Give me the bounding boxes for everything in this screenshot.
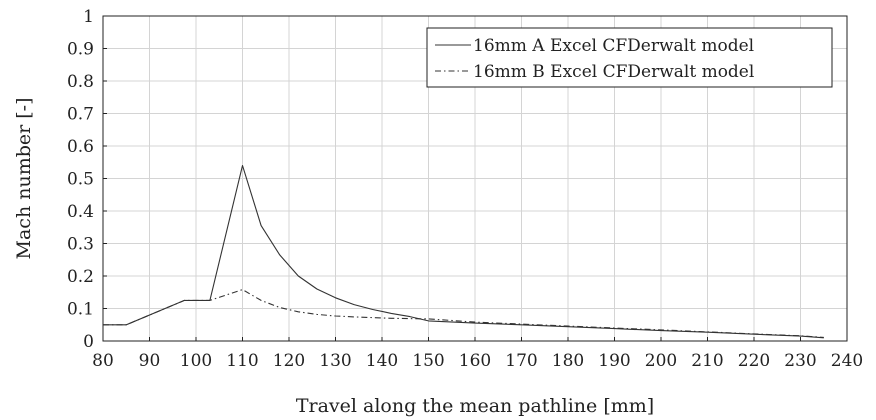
series-layer [103,164,824,339]
y-tick-label: 0.7 [67,105,94,125]
x-tick-label: 220 [738,351,770,371]
x-tick-label: 210 [691,351,723,371]
x-tick-label: 230 [784,351,816,371]
x-tick-label: 130 [319,351,351,371]
x-tick-label: 180 [552,351,584,371]
y-tick-label: 0.6 [67,137,94,157]
y-tick-label: 0.9 [67,40,94,60]
y-tick-label: 1 [83,7,94,27]
x-tick-label: 240 [831,351,863,371]
x-tick-label: 110 [226,351,258,371]
y-axis-title: Mach number [-] [13,98,35,260]
x-tick-label: 200 [645,351,677,371]
x-tick-labels: 80 90 100 110 120 130 140 150 160 170 180 190 200 210… [92,337,863,371]
legend-box [426,27,833,88]
y-tick-label: 0.1 [67,300,94,320]
y-tick-label: 0.8 [67,72,94,92]
x-tick-label: 160 [459,351,491,371]
x-tick-label: 150 [412,351,444,371]
x-tick-label: 140 [366,351,398,371]
y-tick-label: 0.5 [67,170,94,190]
x-tick-label: 90 [139,351,161,371]
legend-label-2: 16mm B Excel CFDerwalt model [473,62,754,82]
x-axis-title: Travel along the mean pathline [mm] [296,395,654,417]
x-tick-label: 170 [505,351,537,371]
x-tick-label: 190 [598,351,630,371]
series-line-1 [103,164,824,339]
y-tick-label: 0.3 [67,235,94,255]
y-tick-labels: 0 0.1 0.2 0.3 0.4 0.5 0.6 0.7 0.8 0.9 1 [67,7,107,352]
y-tick-label: 0.2 [67,267,94,287]
legend-label-1: 16mm A Excel CFDerwalt model [473,36,754,56]
y-tick-label: 0 [83,332,94,352]
x-tick-label: 100 [180,351,212,371]
legend: 16mm A Excel CFDerwalt model 16mm B Excel… [426,27,833,88]
x-tick-label: 120 [273,351,305,371]
series-line-2 [103,289,824,338]
y-tick-label: 0.4 [67,202,94,222]
x-tick-label: 80 [92,351,114,371]
